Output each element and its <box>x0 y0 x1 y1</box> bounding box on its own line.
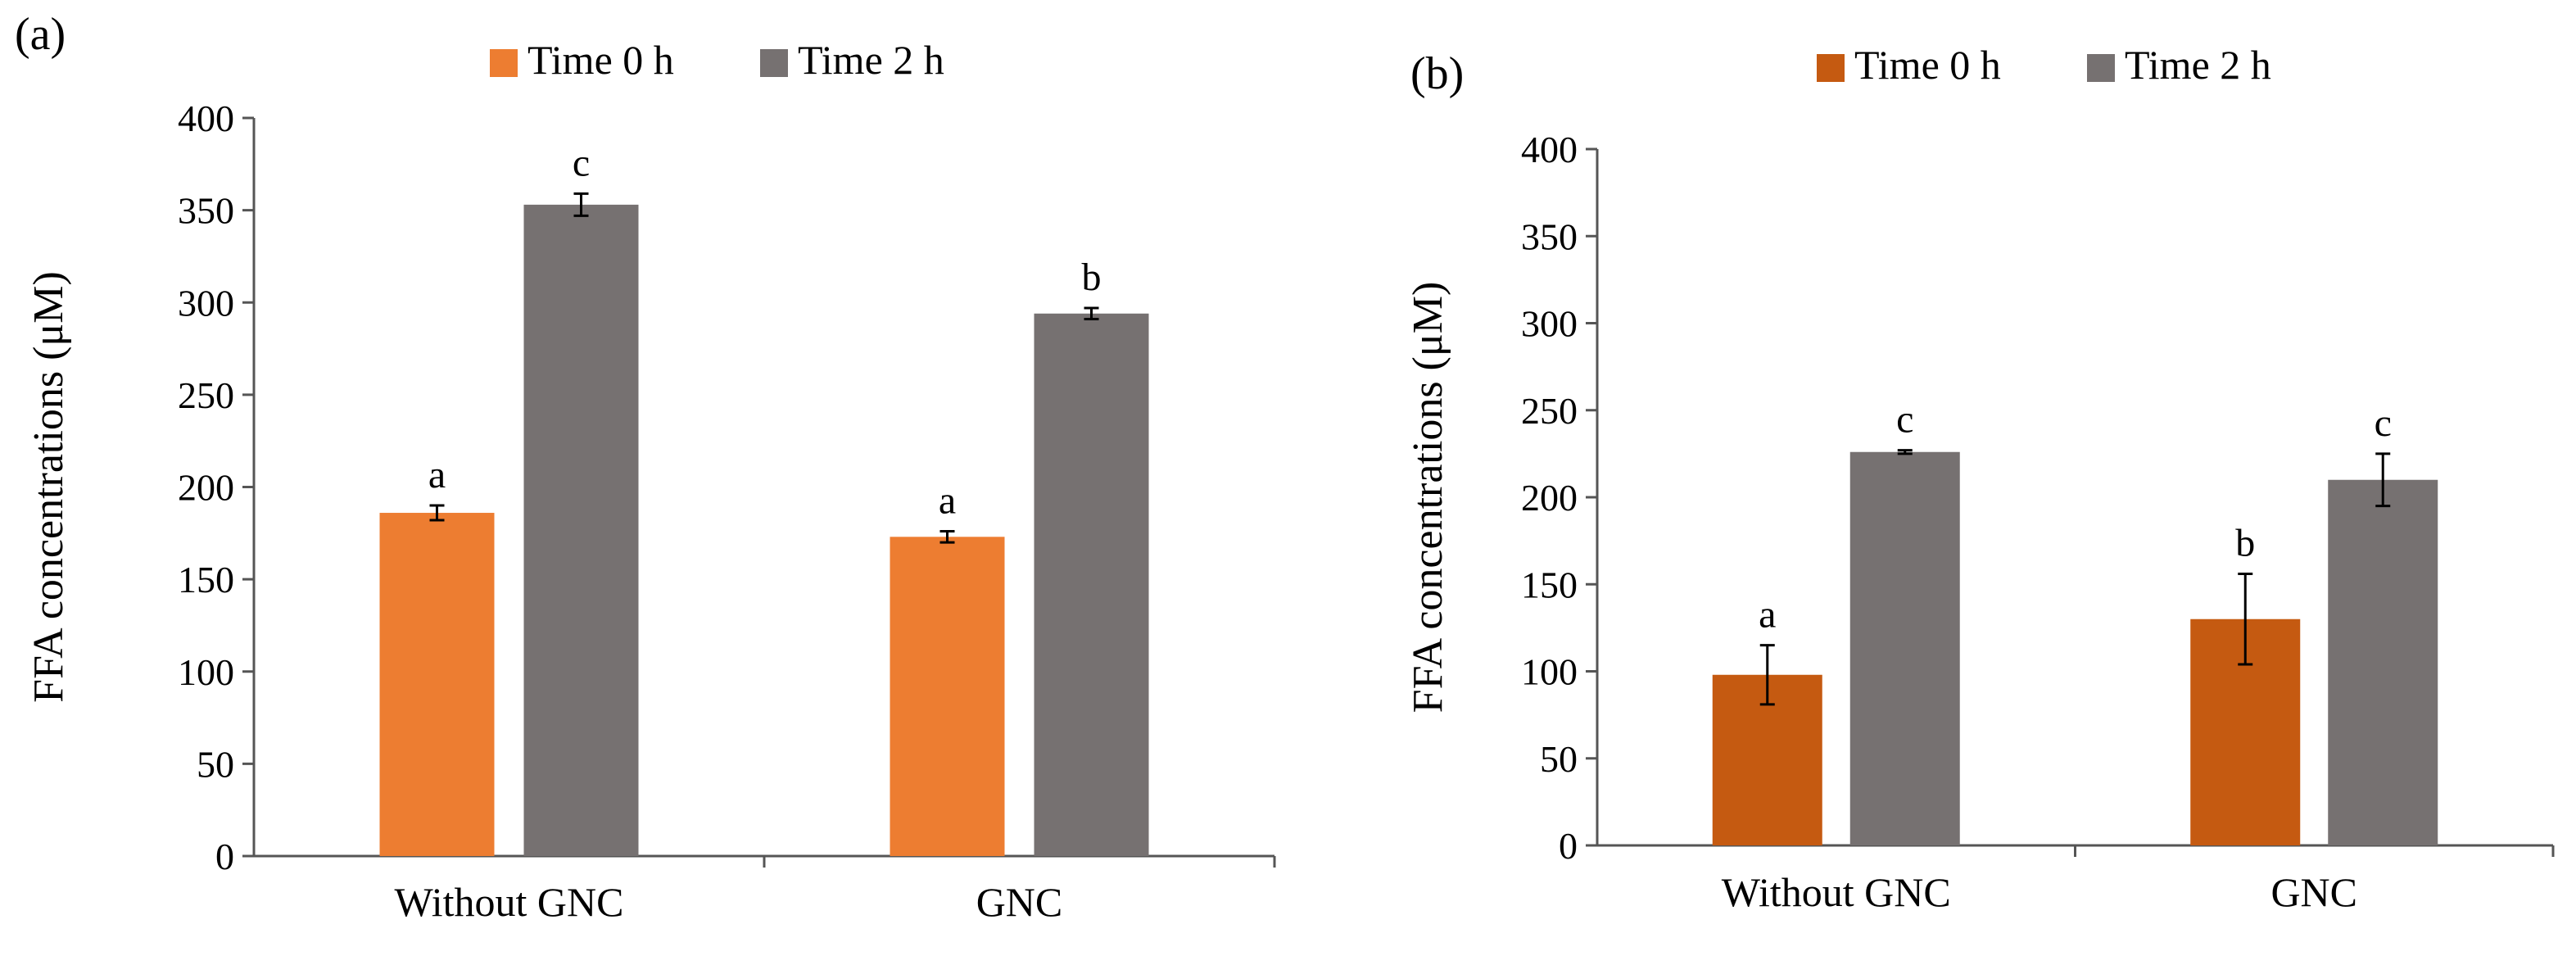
y-tick-label: 50 <box>197 743 234 785</box>
y-tick-label: 150 <box>178 559 234 600</box>
y-tick-label: 400 <box>1521 129 1578 170</box>
y-tick-label: 0 <box>215 836 234 877</box>
y-tick-label: 150 <box>1521 564 1578 605</box>
significance-letter: c <box>573 141 590 184</box>
x-category-label: Without GNC <box>1722 869 1951 915</box>
significance-letter: a <box>939 479 956 523</box>
y-tick-label: 350 <box>178 190 234 232</box>
x-category-label: GNC <box>976 879 1063 925</box>
significance-letter: b <box>1082 256 1102 299</box>
legend-swatch <box>2087 54 2115 82</box>
y-tick-label: 100 <box>178 651 234 693</box>
significance-letter: c <box>2375 401 2392 445</box>
y-tick-label: 400 <box>178 97 234 139</box>
y-tick-label: 250 <box>1521 390 1578 432</box>
chart-panel-a: (a) Time 0 h Time 2 h 0 50 100 150 200 250 300 350… <box>15 9 1276 925</box>
bar <box>2328 479 2438 845</box>
bar <box>379 513 495 856</box>
y-tick-label: 200 <box>1521 477 1578 519</box>
legend-label: Time 2 h <box>2125 42 2271 88</box>
significance-letter: b <box>2235 522 2255 565</box>
y-tick-label: 300 <box>1521 303 1578 345</box>
bar <box>890 537 1005 856</box>
y-tick-label: 200 <box>178 467 234 509</box>
legend-label: Time 0 h <box>1854 42 2001 88</box>
panel-label: (b) <box>1410 48 1464 99</box>
legend-swatch <box>490 49 518 77</box>
y-tick-label: 100 <box>1521 651 1578 693</box>
bar <box>1849 451 1960 845</box>
y-tick-label: 250 <box>178 374 234 416</box>
legend-label: Time 0 h <box>527 37 674 83</box>
bar <box>1034 313 1149 856</box>
chart-panel-b: (b) Time 0 h Time 2 h 0 50 100 150 200 250 300 350… <box>1405 42 2555 915</box>
y-tick-label: 0 <box>1559 825 1578 867</box>
y-tick-label: 300 <box>178 282 234 324</box>
x-category-label: Without GNC <box>395 879 624 925</box>
y-axis-title: FFA concentrations (μM) <box>1405 282 1451 714</box>
y-tick-label: 350 <box>1521 215 1578 257</box>
significance-letter: a <box>428 453 446 496</box>
legend-swatch <box>1817 54 1845 82</box>
panel-label: (a) <box>15 9 66 60</box>
legend-label: Time 2 h <box>798 37 944 83</box>
significance-letter: c <box>1896 398 1913 442</box>
y-axis-title: FFA concentrations (μM) <box>25 271 72 703</box>
legend-swatch <box>760 49 788 77</box>
y-tick-label: 50 <box>1540 738 1578 780</box>
significance-letter: a <box>1759 593 1776 637</box>
bar <box>523 204 639 856</box>
x-category-label: GNC <box>2270 869 2357 915</box>
